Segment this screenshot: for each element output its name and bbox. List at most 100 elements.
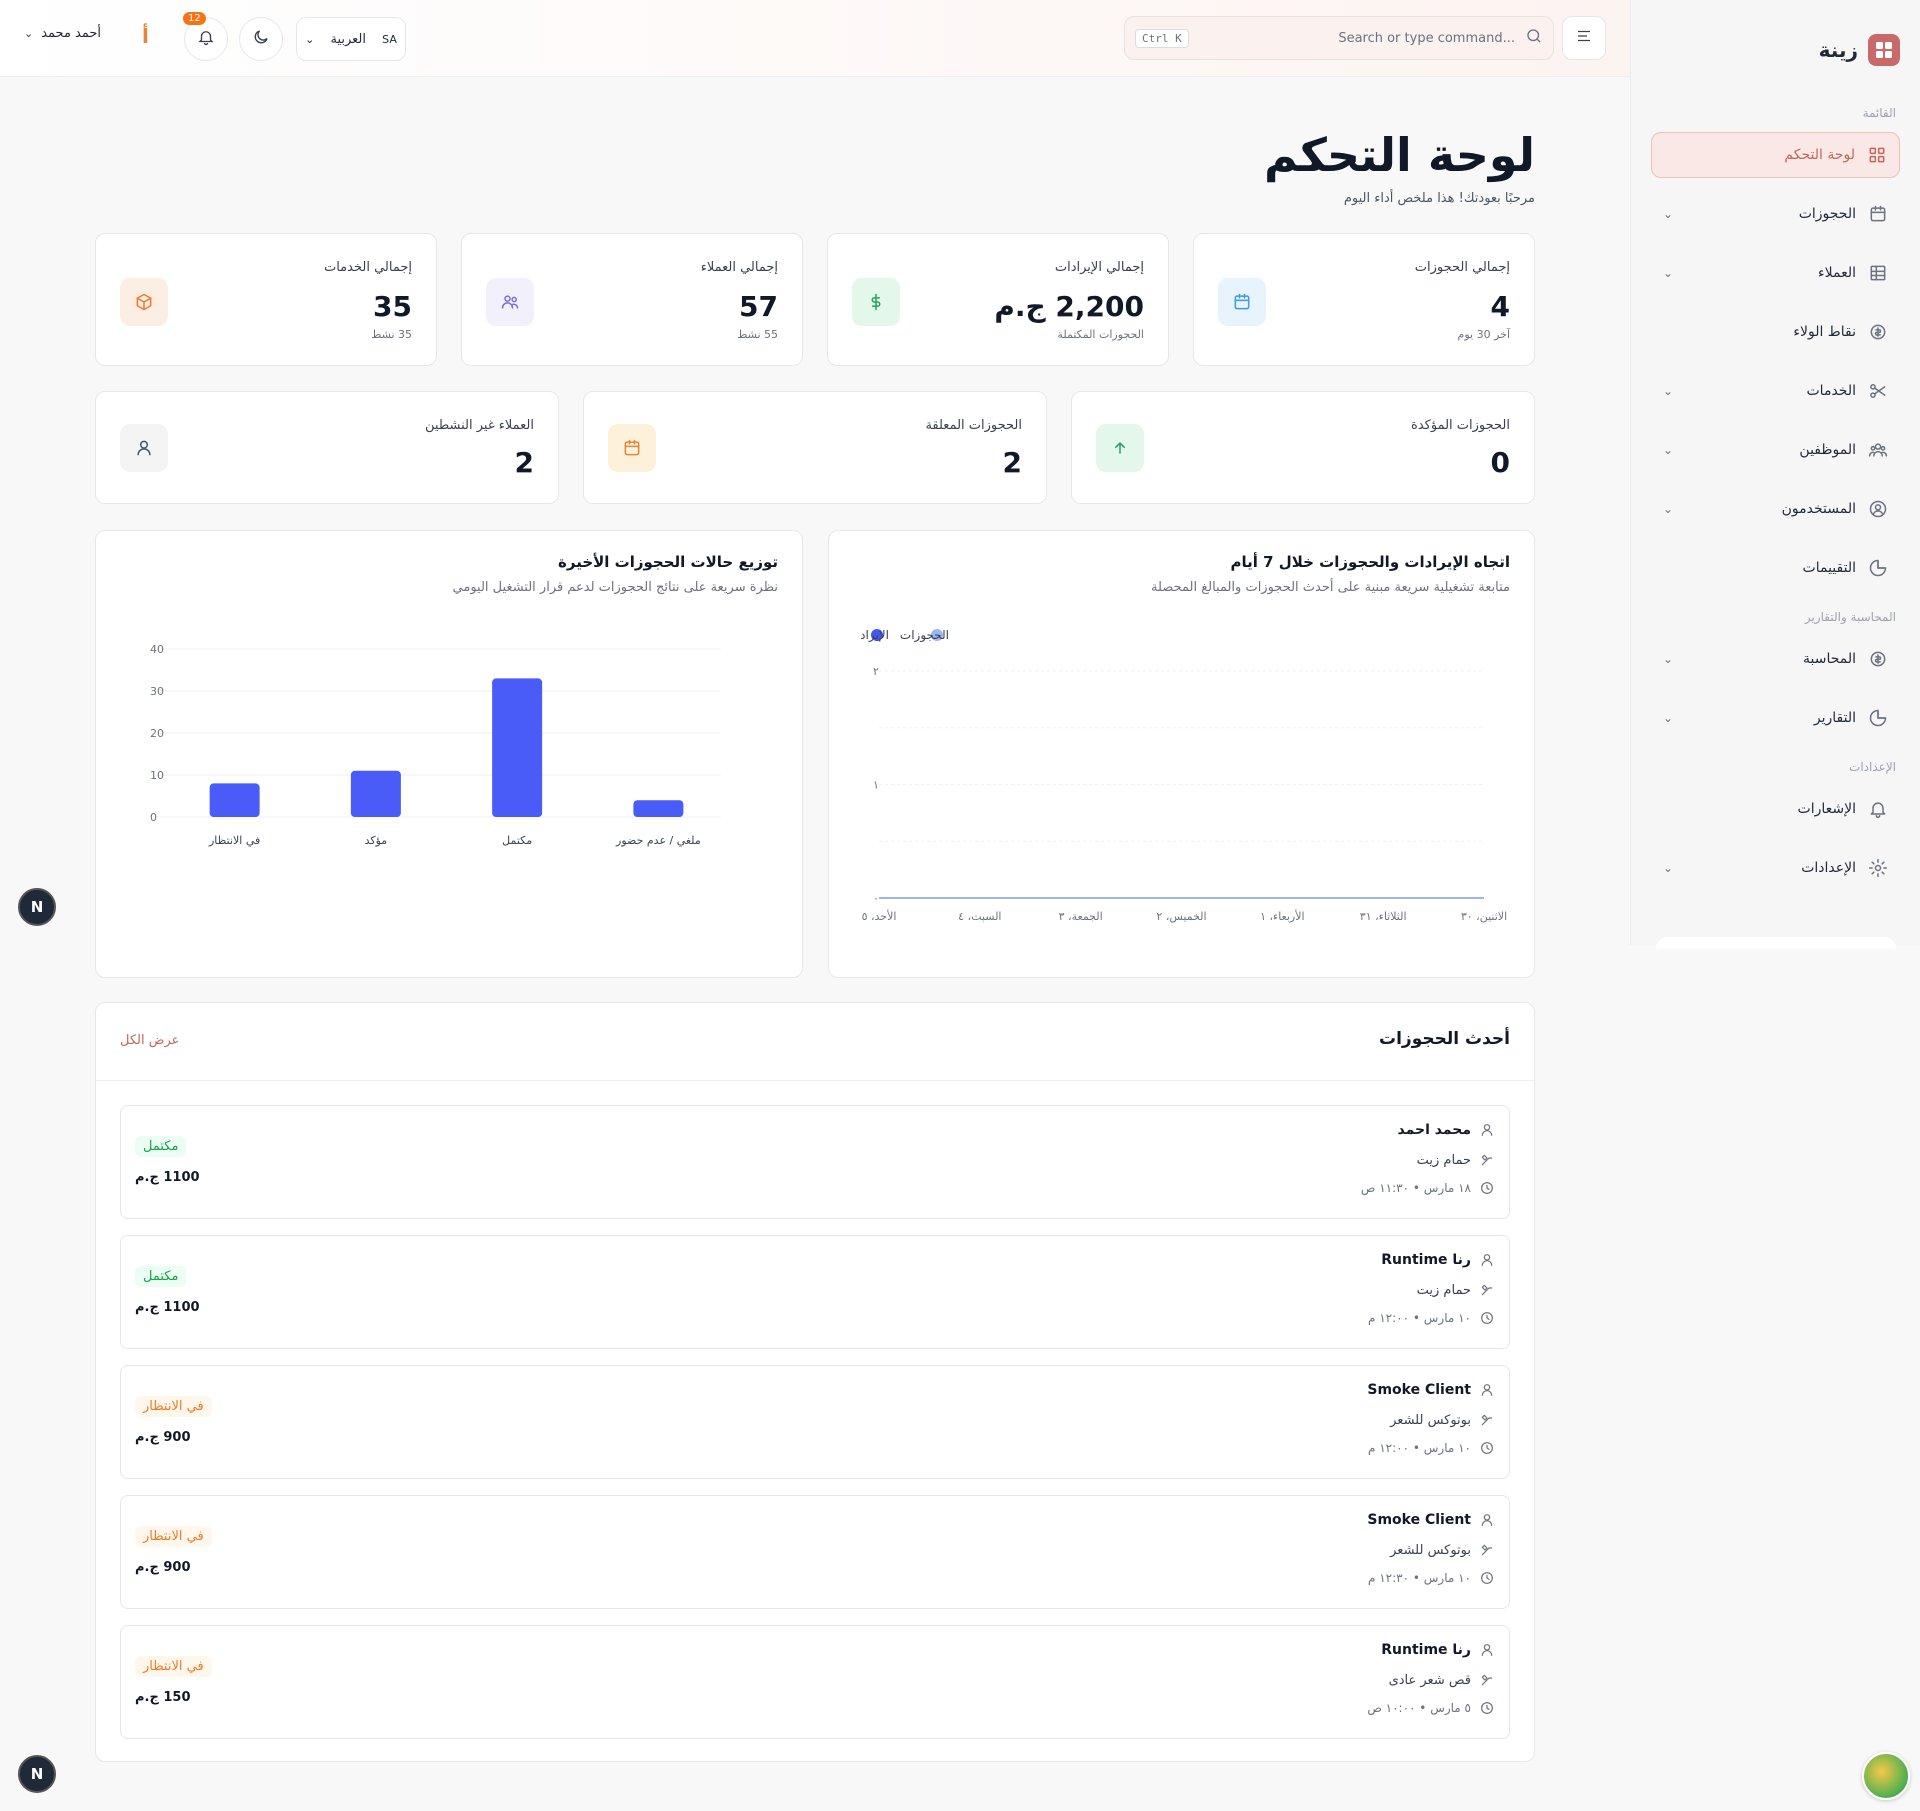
sidebar: زينة القائمة لوحة التحكم الحجوزات ⌄ العم… (1630, 0, 1920, 949)
stat-note: الحجوزات المكتملة (1057, 328, 1144, 341)
status-badge: في الانتظار (135, 1656, 212, 1677)
sidebar-item-label: المستخدمون (1781, 501, 1856, 517)
user-icon (120, 424, 168, 472)
bar-1[interactable] (350, 770, 401, 817)
booking-service: حمام زيت (1417, 1282, 1495, 1298)
y-tick-label: 0 (150, 811, 157, 824)
scissors-icon (1479, 1542, 1495, 1558)
booking-row[interactable]: Smoke Client بوتوكس للشعر ١٠ مارس • ١٢:٣… (120, 1495, 1510, 1609)
scissors-icon (1868, 381, 1888, 401)
chevron-down-icon[interactable]: ⌄ (1663, 384, 1674, 398)
chevron-down-icon[interactable]: ⌄ (1663, 207, 1674, 221)
chevron-down-icon[interactable]: ⌄ (1663, 861, 1674, 875)
theme-toggle-button[interactable] (239, 17, 283, 61)
chevron-down-icon[interactable]: ⌄ (1663, 443, 1674, 457)
team-icon (1868, 440, 1888, 460)
sidebar-item-11[interactable]: الإعدادات ⌄ (1651, 845, 1900, 891)
stat-title: الحجوزات المعلقة (925, 418, 1022, 433)
chevron-down-icon[interactable]: ⌄ (1663, 502, 1674, 516)
bar-chart: 0 10 20 30 40 في الانتظار مؤكد مكتمل ملغي / عدم … (150, 643, 721, 847)
chevron-down-icon: ⌄ (24, 27, 34, 40)
page-subtitle: مرحبًا بعودتك! هذا ملخص أداء اليوم (1343, 191, 1535, 206)
brand[interactable]: زينة (1651, 0, 1900, 100)
pie-icon (1868, 708, 1888, 728)
line-chart-subtitle: متابعة تشغيلية سريعة مبنية على أحدث الحج… (1151, 580, 1510, 595)
booking-row[interactable]: محمد احمد حمام زيت ١٨ مارس • ١١:٣٠ ص مكت… (120, 1105, 1510, 1219)
sidebar-footer-stub (1656, 937, 1896, 949)
status-card-1: الحجوزات المعلقة 2 (583, 391, 1047, 504)
booking-price: 150 ج.م (135, 1690, 191, 1705)
sidebar-item-label: الخدمات (1806, 383, 1857, 399)
calendar-icon (1868, 204, 1888, 224)
next-devtools-badge[interactable]: N (18, 888, 56, 926)
sidebar-item-label: التقارير (1813, 710, 1856, 726)
legend-label[interactable]: الحجوزات (900, 628, 949, 643)
stat-value: 2,200 ج.م (994, 290, 1144, 323)
alert-indicator: أ (142, 24, 149, 48)
sidebar-item-8[interactable]: المحاسبة ⌄ (1651, 636, 1900, 682)
booking-row[interactable]: رنا Runtime حمام زيت ١٠ مارس • ١٢:٠٠ م م… (120, 1235, 1510, 1349)
booking-row[interactable]: Smoke Client بوتوكس للشعر ١٠ مارس • ١٢:٠… (120, 1365, 1510, 1479)
notifications-button[interactable]: 12 (183, 12, 228, 61)
stat-card-0: إجمالي الحجوزات 4 آخر 30 يوم (1193, 233, 1535, 366)
bar-3[interactable] (633, 800, 684, 817)
assistant-avatar[interactable] (1862, 1752, 1910, 1800)
brand-name: زينة (1818, 38, 1858, 62)
sidebar-item-5[interactable]: الموظفين ⌄ (1651, 427, 1900, 473)
sidebar-item-1[interactable]: الحجوزات ⌄ (1651, 191, 1900, 237)
stat-note: 55 نشط (737, 328, 778, 341)
chevron-down-icon[interactable]: ⌄ (1663, 266, 1674, 280)
stat-title: إجمالي الحجوزات (1414, 260, 1510, 275)
stat-note: 35 نشط (371, 328, 412, 341)
stat-value: 2 (1002, 446, 1022, 479)
clock-icon (1479, 1440, 1495, 1456)
y-tick-label: ٢ (873, 665, 879, 678)
sidebar-item-7[interactable]: التقييمات (1651, 545, 1900, 591)
booking-customer: Smoke Client (1367, 1512, 1495, 1528)
sidebar-item-0[interactable]: لوحة التحكم (1651, 132, 1900, 178)
sidebar-item-10[interactable]: الإشعارات (1651, 786, 1900, 832)
bar-2[interactable] (492, 678, 543, 817)
section-label-accounting: المحاسبة والتقارير (1804, 610, 1896, 624)
language-code: SA (382, 32, 397, 46)
user-menu[interactable]: أحمد محمد ⌄ (24, 26, 101, 41)
legend-marker[interactable] (931, 629, 943, 641)
view-all-link[interactable]: عرض الكل (120, 1033, 180, 1048)
status-card-0: الحجوزات المؤكدة 0 (1071, 391, 1535, 504)
sidebar-item-6[interactable]: المستخدمون ⌄ (1651, 486, 1900, 532)
booking-row[interactable]: رنا Runtime قص شعر عادى ٥ مارس • ١٠:٠٠ ص… (120, 1625, 1510, 1739)
legend-label[interactable]: الإيراد (860, 628, 889, 643)
booking-status-card: توزيع حالات الحجوزات الأخيرة نظرة سريعة … (95, 530, 803, 978)
booking-customer-name: Smoke Client (1367, 1382, 1471, 1398)
next-devtools-badge-bottom[interactable]: N (18, 1755, 56, 1793)
x-tick-label: الأربعاء، ١ (1260, 909, 1305, 923)
search-bar[interactable]: Ctrl K Search or type command... (1124, 16, 1554, 60)
calendar-icon (1218, 278, 1266, 326)
x-tick-label: الخميس، ٢ (1156, 910, 1206, 923)
legend-marker[interactable] (871, 629, 883, 641)
sidebar-item-2[interactable]: العملاء ⌄ (1651, 250, 1900, 296)
stat-title: الحجوزات المؤكدة (1411, 418, 1510, 433)
y-tick-label: ٠ (873, 892, 879, 905)
bar-chart-title: توزيع حالات الحجوزات الأخيرة (558, 553, 778, 571)
language-selector[interactable]: ⌄ العربية SA (296, 17, 406, 61)
search-input[interactable]: Search or type command... (1338, 30, 1515, 46)
booking-service: بوتوكس للشعر (1390, 1412, 1495, 1428)
chevron-down-icon[interactable]: ⌄ (1663, 652, 1674, 666)
sidebar-item-3[interactable]: نقاط الولاء (1651, 309, 1900, 355)
booking-time: ١٠ مارس • ١٢:٣٠ م (1368, 1570, 1495, 1586)
chevron-down-icon[interactable]: ⌄ (1663, 711, 1674, 725)
divider (96, 1080, 1534, 1081)
booking-price: 900 ج.م (135, 1560, 191, 1575)
revenue-trend-card: اتجاه الإيرادات والحجوزات خلال 7 أيام مت… (828, 530, 1535, 978)
search-icon (1525, 27, 1543, 49)
arrow-up-icon (1096, 424, 1144, 472)
booking-time: ١٠ مارس • ١٢:٠٠ م (1368, 1440, 1495, 1456)
sidebar-item-4[interactable]: الخدمات ⌄ (1651, 368, 1900, 414)
search-shortcut: Ctrl K (1135, 28, 1189, 48)
sidebar-item-label: العملاء (1818, 265, 1856, 281)
grid-icon (1867, 145, 1887, 165)
sidebar-toggle-button[interactable] (1562, 16, 1606, 60)
bar-0[interactable] (209, 783, 260, 817)
sidebar-item-9[interactable]: التقارير ⌄ (1651, 695, 1900, 741)
